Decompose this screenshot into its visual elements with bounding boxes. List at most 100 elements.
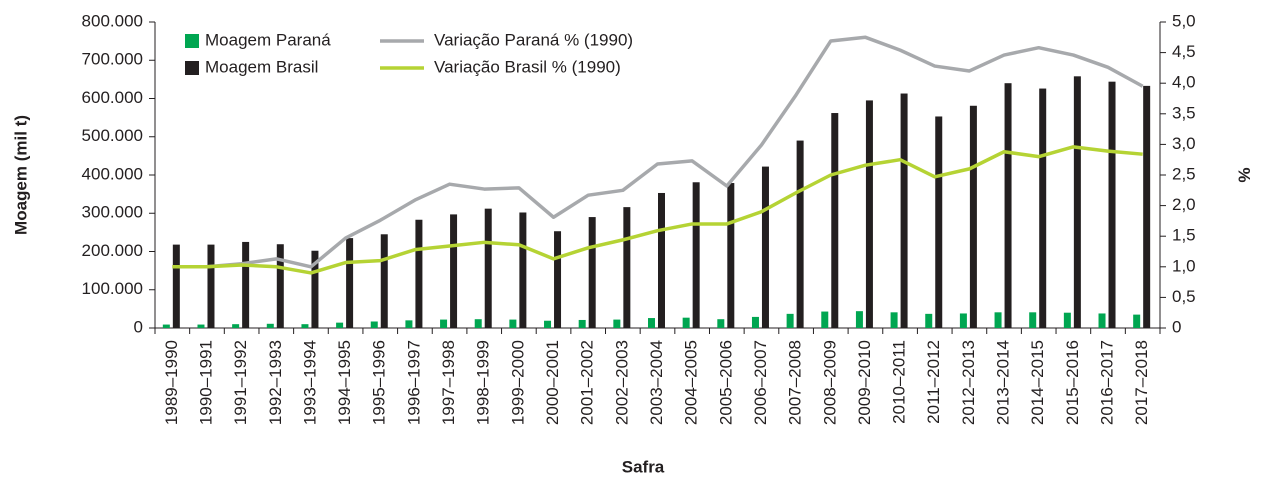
bar xyxy=(276,244,284,328)
x-axis-title: Safra xyxy=(622,457,665,476)
y-tick-label: 600.000 xyxy=(82,88,143,107)
x-tick-label: 2012–2013 xyxy=(959,340,978,425)
x-tick-label: 2009–2010 xyxy=(855,340,874,425)
bar xyxy=(370,321,378,328)
bar xyxy=(519,212,527,328)
line xyxy=(172,145,1143,275)
bar xyxy=(761,166,769,328)
bar xyxy=(266,323,274,328)
bar xyxy=(1063,312,1071,328)
x-tick-label: 1994–1995 xyxy=(335,340,354,425)
x-tick-label: 2010–2011 xyxy=(890,340,909,424)
bar xyxy=(197,324,205,328)
legend-swatch xyxy=(185,61,199,75)
y-tick-label: 0 xyxy=(134,317,143,336)
legend-label: Moagem Paraná xyxy=(205,30,331,49)
x-tick-label: 2016–2017 xyxy=(1098,340,1117,425)
bar xyxy=(346,238,354,328)
bar xyxy=(544,320,552,328)
bar xyxy=(900,93,908,328)
bar xyxy=(1143,85,1151,328)
x-tick-label: 1990–1991 xyxy=(196,340,215,425)
bar xyxy=(935,116,943,328)
bar xyxy=(727,183,735,328)
y-tick-label: 700.000 xyxy=(82,50,143,69)
bar xyxy=(1039,88,1047,329)
y-tick-label: 400.000 xyxy=(82,164,143,183)
y2-tick-label: 3,5 xyxy=(1172,103,1196,122)
bar xyxy=(682,317,690,328)
bar xyxy=(1133,314,1141,328)
bar xyxy=(1108,81,1116,328)
bar xyxy=(1029,312,1037,328)
bar xyxy=(717,319,725,328)
y2-tick-label: 2,5 xyxy=(1172,164,1196,183)
bar xyxy=(415,219,423,328)
y-tick-label: 800.000 xyxy=(82,11,143,30)
bar xyxy=(855,311,863,328)
x-tick-label: 2002–2003 xyxy=(612,340,631,425)
x-tick-label: 1992–1993 xyxy=(266,340,285,425)
x-tick-label: 1996–1997 xyxy=(404,340,423,425)
legend-label: Moagem Brasil xyxy=(205,57,318,76)
bar xyxy=(474,319,482,328)
bar xyxy=(821,311,829,328)
bar xyxy=(588,217,596,328)
bar xyxy=(311,250,319,328)
bar xyxy=(692,182,700,328)
y-tick-label: 500.000 xyxy=(82,126,143,145)
bar xyxy=(232,324,240,328)
bar xyxy=(658,192,665,328)
x-tick-label: 1989–1990 xyxy=(162,340,181,425)
line xyxy=(172,35,1144,269)
bar xyxy=(405,320,413,328)
bar xyxy=(613,319,621,328)
x-tick-label: 2015–2016 xyxy=(1063,340,1082,425)
bar xyxy=(925,313,933,328)
y2-tick-label: 0 xyxy=(1172,317,1181,336)
y-tick-label: 100.000 xyxy=(82,279,143,298)
x-tick-label: 1993–1994 xyxy=(300,340,319,425)
bar xyxy=(959,313,967,328)
x-tick-label: 1999–2000 xyxy=(508,340,527,425)
y2-tick-label: 1,0 xyxy=(1172,256,1196,275)
x-tick-label: 2004–2005 xyxy=(682,340,701,425)
legend-swatch xyxy=(185,34,199,48)
y2-tick-label: 4,0 xyxy=(1172,73,1196,92)
y-tick-label: 200.000 xyxy=(82,241,143,260)
bar xyxy=(786,313,794,328)
bar xyxy=(648,318,655,328)
bar xyxy=(162,324,170,328)
x-tick-label: 2003–2004 xyxy=(647,340,666,425)
y2-tick-label: 2,0 xyxy=(1172,195,1196,214)
bar xyxy=(172,244,180,328)
x-tick-label: 1991–1992 xyxy=(231,340,250,425)
x-tick-label: 2017–2018 xyxy=(1132,340,1151,425)
bar xyxy=(623,207,631,328)
bar xyxy=(890,312,898,328)
bar xyxy=(450,214,458,328)
y2-tick-label: 1,5 xyxy=(1172,226,1196,245)
bar xyxy=(440,319,448,328)
y-tick-label: 300.000 xyxy=(82,203,143,222)
x-tick-label: 2005–2006 xyxy=(716,340,735,425)
x-tick-label: 1998–1999 xyxy=(474,340,493,425)
bar xyxy=(380,234,388,328)
x-tick-label: 2008–2009 xyxy=(820,340,839,425)
x-tick-label: 2006–2007 xyxy=(751,340,770,425)
bar xyxy=(301,324,309,328)
bar xyxy=(865,100,873,328)
bar xyxy=(1004,83,1012,328)
legend-label: Variação Paraná % (1990) xyxy=(434,30,633,49)
y2-tick-label: 0,5 xyxy=(1172,287,1196,306)
x-tick-label: 1995–1996 xyxy=(370,340,389,425)
bar xyxy=(242,241,250,328)
bar xyxy=(484,208,492,328)
bar xyxy=(509,319,517,328)
bar xyxy=(336,322,344,328)
bar xyxy=(1073,76,1081,328)
bar xyxy=(796,140,804,328)
bar xyxy=(554,231,562,328)
